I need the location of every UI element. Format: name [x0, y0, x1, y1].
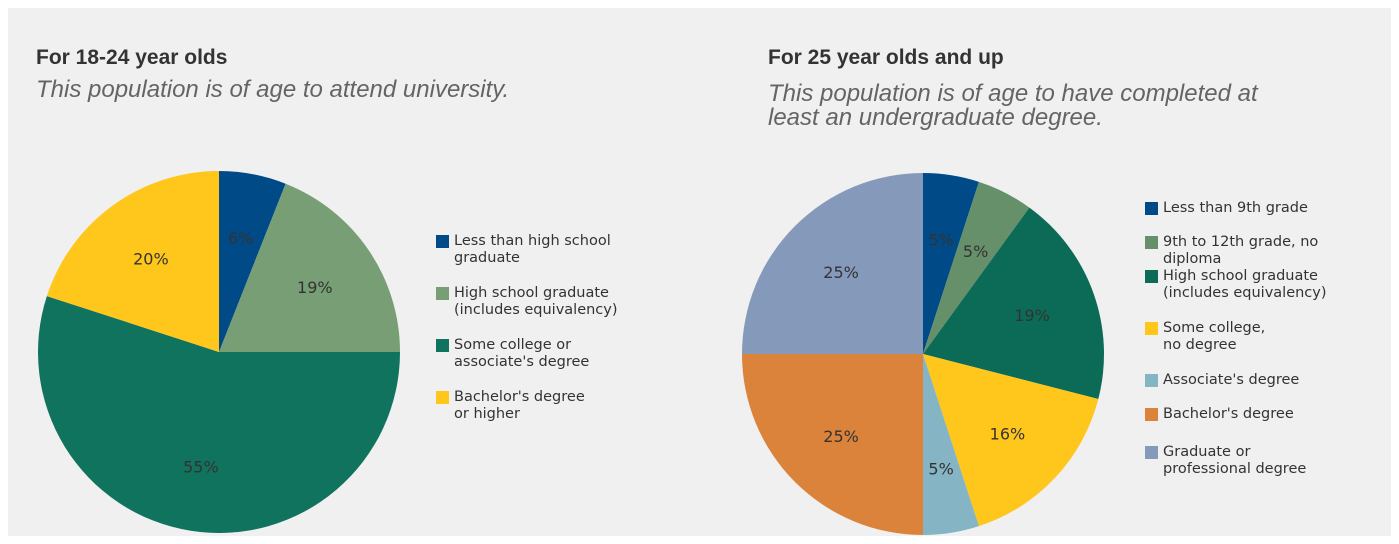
- pie-slice: [923, 181, 1030, 354]
- legend-swatch: [1145, 322, 1158, 335]
- legend-swatch: [1145, 408, 1158, 421]
- legend-label: Associate's degree: [1163, 372, 1300, 388]
- slice-label: 20%: [133, 249, 169, 268]
- legend-item: Bachelor's degree or higher: [436, 389, 716, 423]
- legend-item: 9th to 12th grade, no diploma: [1145, 234, 1399, 268]
- pie-slice: [923, 354, 1099, 527]
- chart-subtitle-18-24: This population is of age to attend univ…: [36, 78, 509, 102]
- pie-slice: [742, 354, 923, 535]
- legend-label: (includes equivalency): [454, 302, 618, 318]
- chart-subtitle-25-up: This population is of age to have comple…: [768, 82, 1258, 130]
- subtitle-line: This population is of age to attend univ…: [36, 76, 510, 103]
- legend-swatch: [436, 287, 449, 300]
- legend-label: High school graduate: [454, 285, 609, 301]
- legend-swatch: [1145, 270, 1158, 283]
- pie-slice: [219, 171, 286, 352]
- legend-label: no degree: [1163, 337, 1237, 353]
- legend-label: High school graduate: [1163, 268, 1318, 284]
- legend-item: Less than high school graduate: [436, 233, 716, 267]
- slice-label: 19%: [1014, 306, 1050, 325]
- slice-label: 5%: [928, 231, 953, 250]
- slice-label: 25%: [823, 427, 859, 446]
- legend-item: Less than 9th grade: [1145, 200, 1399, 217]
- subtitle-line: This population is of age to have comple…: [768, 80, 1258, 107]
- legend-label: Less than 9th grade: [1163, 200, 1308, 216]
- slice-label: 16%: [990, 424, 1026, 443]
- legend-label: Some college,: [1163, 320, 1266, 336]
- legend-label: professional degree: [1163, 461, 1307, 477]
- legend-swatch: [1145, 374, 1158, 387]
- pie-slice: [742, 173, 923, 354]
- chart-panel: For 18-24 year olds This population is o…: [8, 8, 1391, 536]
- legend-item: Graduate or professional degree: [1145, 444, 1399, 478]
- chart-title-18-24: For 18-24 year olds: [36, 46, 228, 69]
- pie-slice: [923, 207, 1104, 400]
- legend-swatch: [1145, 236, 1158, 249]
- legend-label: Graduate or: [1163, 444, 1251, 460]
- legend-label: graduate: [454, 250, 520, 266]
- slice-label: 5%: [928, 459, 953, 478]
- subtitle-line: least an undergraduate degree.: [768, 104, 1103, 131]
- legend-item: High school graduate (includes equivalenc…: [436, 285, 716, 319]
- pie-slice: [923, 173, 979, 354]
- pie-slice: [37, 296, 400, 534]
- legend-label: 9th to 12th grade, no: [1163, 234, 1319, 250]
- legend-item: High school graduate (includes equivalenc…: [1145, 268, 1399, 302]
- pie-chart-18-24: 6% 19% 55% 20%: [37, 171, 400, 534]
- legend-item: Associate's degree: [1145, 372, 1399, 389]
- slice-label: 25%: [823, 263, 859, 282]
- legend-label: Less than high school: [454, 233, 611, 249]
- pie-chart-25-up: 5% 5% 19% 16% 5% 25% 25%: [742, 173, 1104, 535]
- legend-swatch: [436, 235, 449, 248]
- legend-swatch: [1145, 446, 1158, 459]
- legend-label: Some college or: [454, 337, 572, 353]
- legend-item: Some college, no degree: [1145, 320, 1399, 354]
- chart-title-25-up: For 25 year olds and up: [768, 46, 1004, 69]
- legend-swatch: [436, 339, 449, 352]
- slice-label: 19%: [297, 278, 333, 297]
- legend-swatch: [436, 391, 449, 404]
- slice-label: 5%: [963, 242, 988, 261]
- legend-label: Bachelor's degree: [454, 389, 585, 405]
- pie-slice: [46, 171, 220, 352]
- legend-label: Bachelor's degree: [1163, 406, 1294, 422]
- legend-item: Some college or associate's degree: [436, 337, 716, 371]
- slice-label: 55%: [183, 457, 219, 476]
- pie-slice: [219, 183, 400, 352]
- legend-label: or higher: [454, 406, 520, 422]
- pie-slice: [923, 354, 979, 535]
- legend-item: Bachelor's degree: [1145, 406, 1399, 423]
- legend-label: (includes equivalency): [1163, 285, 1327, 301]
- slice-label: 6%: [228, 229, 253, 248]
- legend-label: diploma: [1163, 251, 1222, 267]
- legend-swatch: [1145, 202, 1158, 215]
- legend-label: associate's degree: [454, 354, 590, 370]
